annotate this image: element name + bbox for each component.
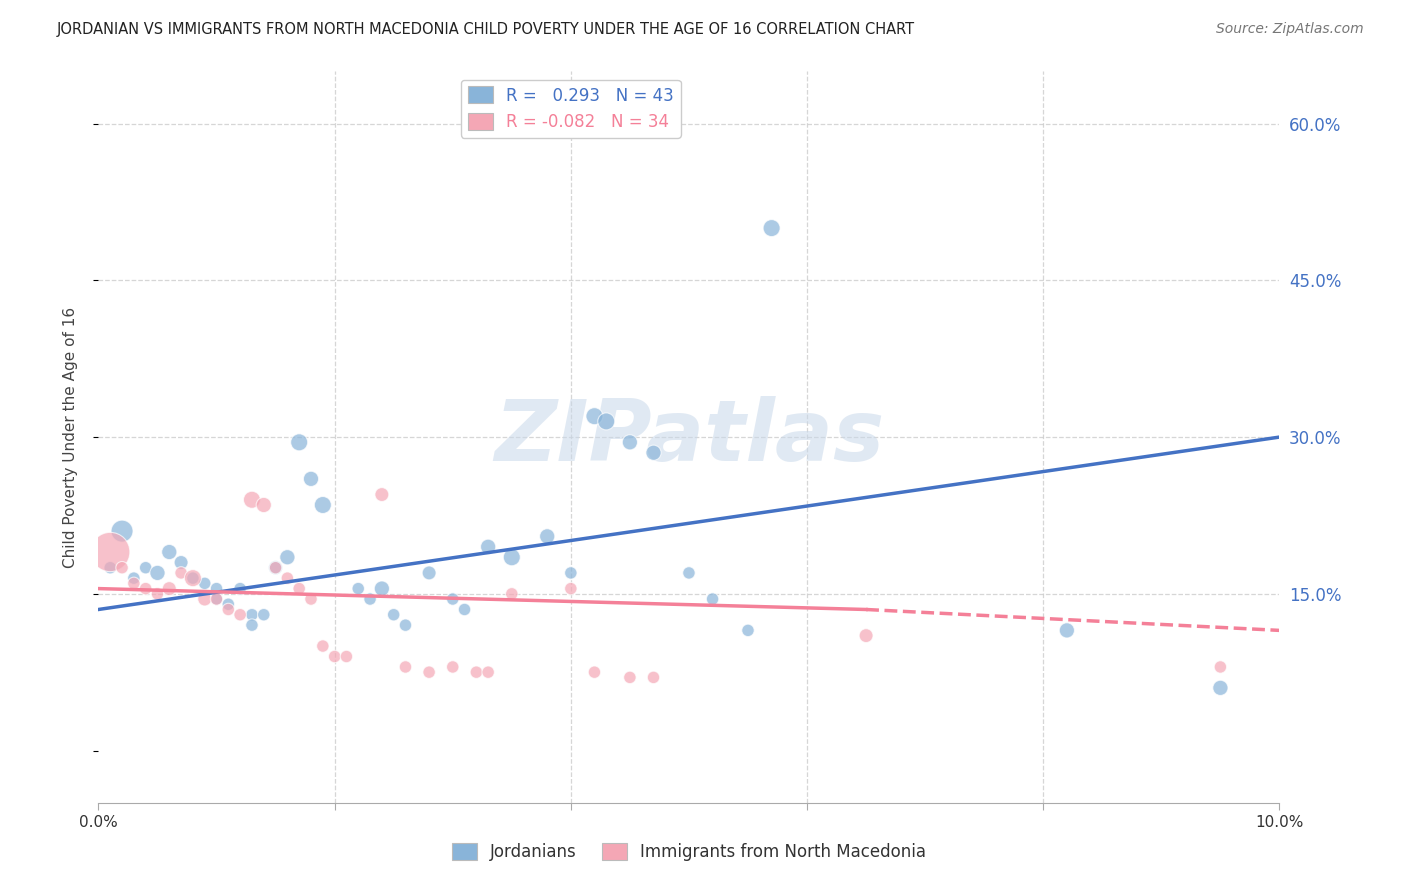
Point xyxy=(643,670,665,684)
Point xyxy=(501,550,523,565)
Point xyxy=(98,560,121,574)
Text: ZIPatlas: ZIPatlas xyxy=(494,395,884,479)
Point xyxy=(205,582,228,596)
Point xyxy=(240,492,263,507)
Point xyxy=(737,624,759,638)
Point xyxy=(477,665,499,680)
Point xyxy=(678,566,700,580)
Point xyxy=(595,414,617,428)
Point xyxy=(441,592,464,607)
Point xyxy=(382,607,405,622)
Point xyxy=(146,587,169,601)
Point xyxy=(157,582,180,596)
Point xyxy=(560,582,582,596)
Point xyxy=(335,649,357,664)
Point xyxy=(229,582,252,596)
Point xyxy=(323,649,346,664)
Point xyxy=(453,602,475,616)
Point xyxy=(194,576,217,591)
Point xyxy=(347,582,370,596)
Point xyxy=(111,560,134,574)
Point xyxy=(761,221,783,235)
Text: Source: ZipAtlas.com: Source: ZipAtlas.com xyxy=(1216,22,1364,37)
Point xyxy=(536,529,558,543)
Point xyxy=(264,560,287,574)
Point xyxy=(205,592,228,607)
Point xyxy=(264,560,287,574)
Point xyxy=(240,607,263,622)
Legend: Jordanians, Immigrants from North Macedonia: Jordanians, Immigrants from North Macedo… xyxy=(446,836,932,868)
Point xyxy=(702,592,724,607)
Point xyxy=(253,607,276,622)
Point xyxy=(855,629,877,643)
Point xyxy=(394,660,416,674)
Point xyxy=(371,487,394,501)
Point xyxy=(299,472,322,486)
Point xyxy=(312,639,335,653)
Point xyxy=(170,566,193,580)
Point xyxy=(288,582,311,596)
Point xyxy=(643,446,665,460)
Point xyxy=(111,524,134,538)
Point xyxy=(205,592,228,607)
Point xyxy=(135,560,157,574)
Point xyxy=(146,566,169,580)
Point xyxy=(394,618,416,632)
Point xyxy=(194,592,217,607)
Point xyxy=(501,587,523,601)
Point xyxy=(181,571,204,585)
Point xyxy=(181,571,204,585)
Point xyxy=(299,592,322,607)
Point xyxy=(583,409,606,424)
Point xyxy=(619,670,641,684)
Point xyxy=(122,576,145,591)
Point xyxy=(135,582,157,596)
Point xyxy=(276,550,298,565)
Point xyxy=(217,602,239,616)
Point xyxy=(98,545,121,559)
Point xyxy=(229,607,252,622)
Point xyxy=(465,665,488,680)
Point xyxy=(170,556,193,570)
Point xyxy=(371,582,394,596)
Point xyxy=(1209,681,1232,695)
Point xyxy=(1056,624,1078,638)
Point xyxy=(619,435,641,450)
Y-axis label: Child Poverty Under the Age of 16: Child Poverty Under the Age of 16 xyxy=(63,307,77,567)
Point xyxy=(418,566,440,580)
Point xyxy=(477,540,499,554)
Point xyxy=(359,592,381,607)
Point xyxy=(312,498,335,512)
Point xyxy=(441,660,464,674)
Point xyxy=(217,597,239,611)
Point xyxy=(583,665,606,680)
Point xyxy=(240,618,263,632)
Point xyxy=(560,566,582,580)
Point xyxy=(157,545,180,559)
Text: JORDANIAN VS IMMIGRANTS FROM NORTH MACEDONIA CHILD POVERTY UNDER THE AGE OF 16 C: JORDANIAN VS IMMIGRANTS FROM NORTH MACED… xyxy=(56,22,914,37)
Point xyxy=(288,435,311,450)
Point xyxy=(253,498,276,512)
Point xyxy=(418,665,440,680)
Point xyxy=(1209,660,1232,674)
Point xyxy=(122,571,145,585)
Point xyxy=(276,571,298,585)
